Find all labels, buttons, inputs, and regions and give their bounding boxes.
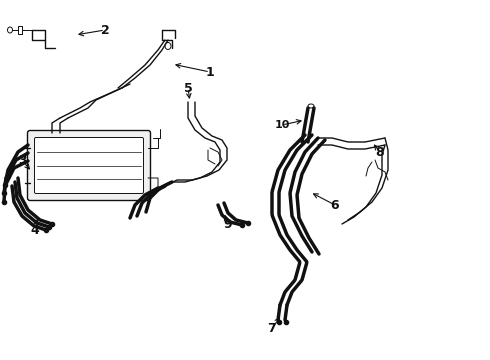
Text: 2: 2 [100, 23, 109, 36]
Text: 8: 8 [376, 145, 384, 158]
Text: 4: 4 [31, 224, 39, 237]
Text: 1: 1 [206, 66, 215, 78]
Text: 10: 10 [274, 120, 290, 130]
FancyBboxPatch shape [27, 130, 150, 201]
Ellipse shape [308, 104, 314, 108]
Ellipse shape [7, 27, 13, 33]
FancyBboxPatch shape [34, 138, 144, 194]
Text: 3: 3 [18, 153, 26, 166]
Ellipse shape [165, 42, 171, 50]
Text: 6: 6 [331, 198, 339, 212]
Text: 9: 9 [224, 219, 232, 231]
Text: 5: 5 [184, 81, 193, 94]
Text: 7: 7 [268, 321, 276, 334]
